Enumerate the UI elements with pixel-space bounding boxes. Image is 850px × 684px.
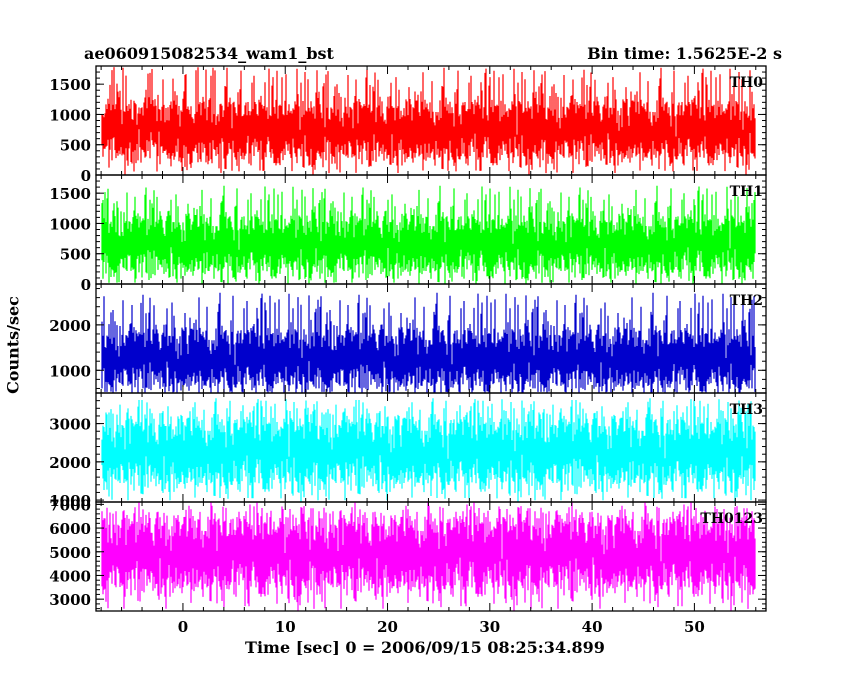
y-tick-label: 1000 bbox=[49, 492, 91, 510]
y-tick-label: 1000 bbox=[49, 106, 91, 124]
y-tick-label: 7000 bbox=[49, 496, 91, 514]
y-tick-label: 1500 bbox=[49, 76, 91, 94]
x-tick-label: 30 bbox=[479, 618, 500, 636]
y-tick-label: 2000 bbox=[49, 454, 91, 472]
y-axis-label: Counts/sec bbox=[3, 296, 23, 394]
series-label-th1: TH1 bbox=[730, 184, 763, 200]
series-line-th0123 bbox=[101, 502, 756, 611]
y-tick-label: 1000 bbox=[49, 362, 91, 380]
series-line-th1 bbox=[101, 185, 756, 284]
y-tick-label: 3000 bbox=[49, 591, 91, 609]
y-tick-label: 3000 bbox=[49, 416, 91, 434]
y-tick-label: 1000 bbox=[49, 215, 91, 233]
series-line-th0 bbox=[101, 67, 756, 175]
y-tick-label: 0 bbox=[81, 276, 91, 294]
x-axis-label-text: Time [sec] 0 = 2006/09/15 08:25:34.899 bbox=[245, 638, 605, 657]
series-label-th2: TH2 bbox=[730, 293, 763, 309]
y-tick-label: 500 bbox=[60, 246, 91, 264]
x-tick-label: 50 bbox=[684, 618, 705, 636]
y-tick-label: 5000 bbox=[49, 544, 91, 562]
x-tick-label: 40 bbox=[582, 618, 603, 636]
chart-title: ae060915082534_wam1_bst bbox=[84, 44, 334, 63]
series-label-th3: TH3 bbox=[730, 402, 763, 418]
series-line-th2 bbox=[101, 292, 756, 393]
series-label-th0123: TH0123 bbox=[700, 511, 763, 527]
y-tick-label: 4000 bbox=[49, 567, 91, 585]
series-line-th3 bbox=[101, 398, 756, 502]
y-tick-label: 2000 bbox=[49, 317, 91, 335]
x-axis-label: Time [sec] 0 = 2006/09/15 08:25:34.899 bbox=[0, 638, 850, 657]
y-tick-label: 0 bbox=[81, 167, 91, 185]
x-tick-label: 20 bbox=[377, 618, 398, 636]
bin-time-label: Bin time: 1.5625E-2 s bbox=[587, 44, 782, 63]
y-tick-label: 500 bbox=[60, 137, 91, 155]
y-tick-label: 1500 bbox=[49, 185, 91, 203]
x-tick-label: 10 bbox=[275, 618, 296, 636]
series-label-th0: TH0 bbox=[730, 75, 764, 91]
x-tick-label: 0 bbox=[178, 618, 188, 636]
y-tick-label: 6000 bbox=[49, 520, 91, 538]
